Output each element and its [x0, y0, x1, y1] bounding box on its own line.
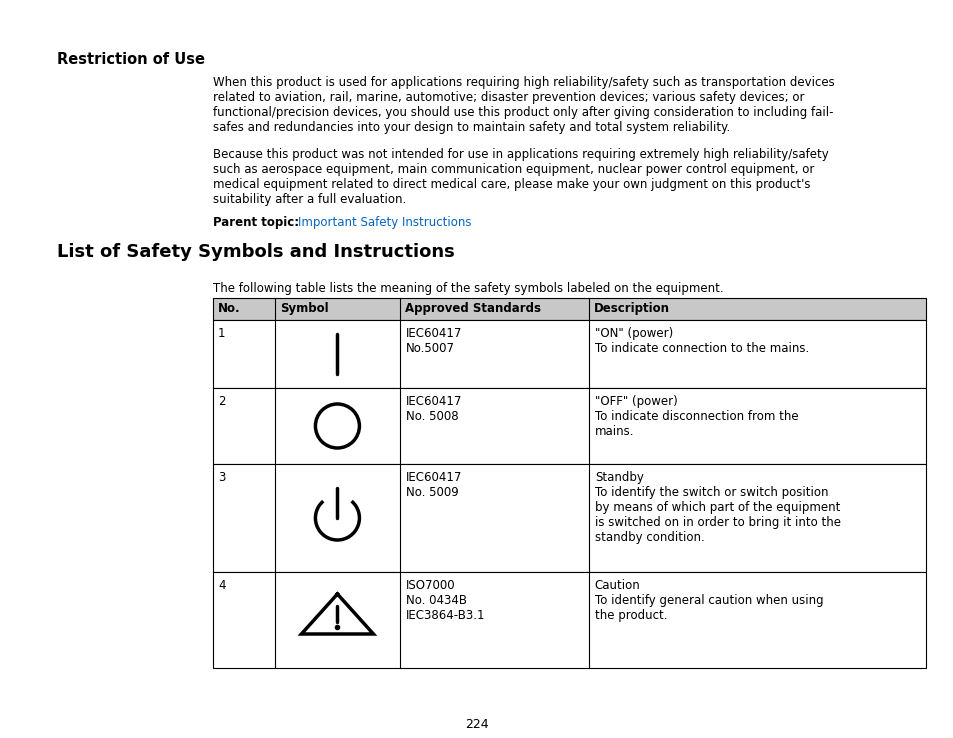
Bar — [213, 388, 925, 464]
Text: Caution: Caution — [594, 579, 639, 592]
Text: No.: No. — [218, 302, 240, 315]
Text: To indicate disconnection from the
mains.: To indicate disconnection from the mains… — [594, 410, 798, 438]
Bar — [213, 298, 925, 320]
Text: Restriction of Use: Restriction of Use — [57, 52, 205, 67]
Text: To indicate connection to the mains.: To indicate connection to the mains. — [594, 342, 808, 355]
Polygon shape — [301, 594, 373, 634]
Text: ISO7000
No. 0434B
IEC3864-B3.1: ISO7000 No. 0434B IEC3864-B3.1 — [405, 579, 485, 622]
Text: The following table lists the meaning of the safety symbols labeled on the equip: The following table lists the meaning of… — [213, 282, 723, 295]
Text: Important Safety Instructions: Important Safety Instructions — [297, 216, 471, 229]
Text: Parent topic:: Parent topic: — [213, 216, 303, 229]
Bar — [213, 464, 925, 572]
Text: To identify the switch or switch position
by means of which part of the equipmen: To identify the switch or switch positio… — [594, 486, 840, 544]
Bar — [213, 320, 925, 388]
Text: 3: 3 — [218, 471, 225, 484]
Text: IEC60417
No. 5009: IEC60417 No. 5009 — [405, 471, 461, 499]
Text: 4: 4 — [218, 579, 225, 592]
Text: IEC60417
No.5007: IEC60417 No.5007 — [405, 327, 461, 355]
Text: When this product is used for applications requiring high reliability/safety suc: When this product is used for applicatio… — [213, 76, 834, 134]
Text: "ON" (power): "ON" (power) — [594, 327, 672, 340]
Text: Because this product was not intended for use in applications requiring extremel: Because this product was not intended fo… — [213, 148, 828, 206]
Text: To identify general caution when using
the product.: To identify general caution when using t… — [594, 594, 822, 622]
Text: 1: 1 — [218, 327, 225, 340]
Text: Symbol: Symbol — [280, 302, 329, 315]
Text: Standby: Standby — [594, 471, 643, 484]
Text: List of Safety Symbols and Instructions: List of Safety Symbols and Instructions — [57, 243, 455, 261]
Text: Approved Standards: Approved Standards — [404, 302, 540, 315]
Text: Description: Description — [593, 302, 669, 315]
Text: 224: 224 — [465, 718, 488, 731]
Text: IEC60417
No. 5008: IEC60417 No. 5008 — [405, 395, 461, 423]
Bar — [213, 572, 925, 668]
Text: "OFF" (power): "OFF" (power) — [594, 395, 677, 408]
Text: 2: 2 — [218, 395, 225, 408]
